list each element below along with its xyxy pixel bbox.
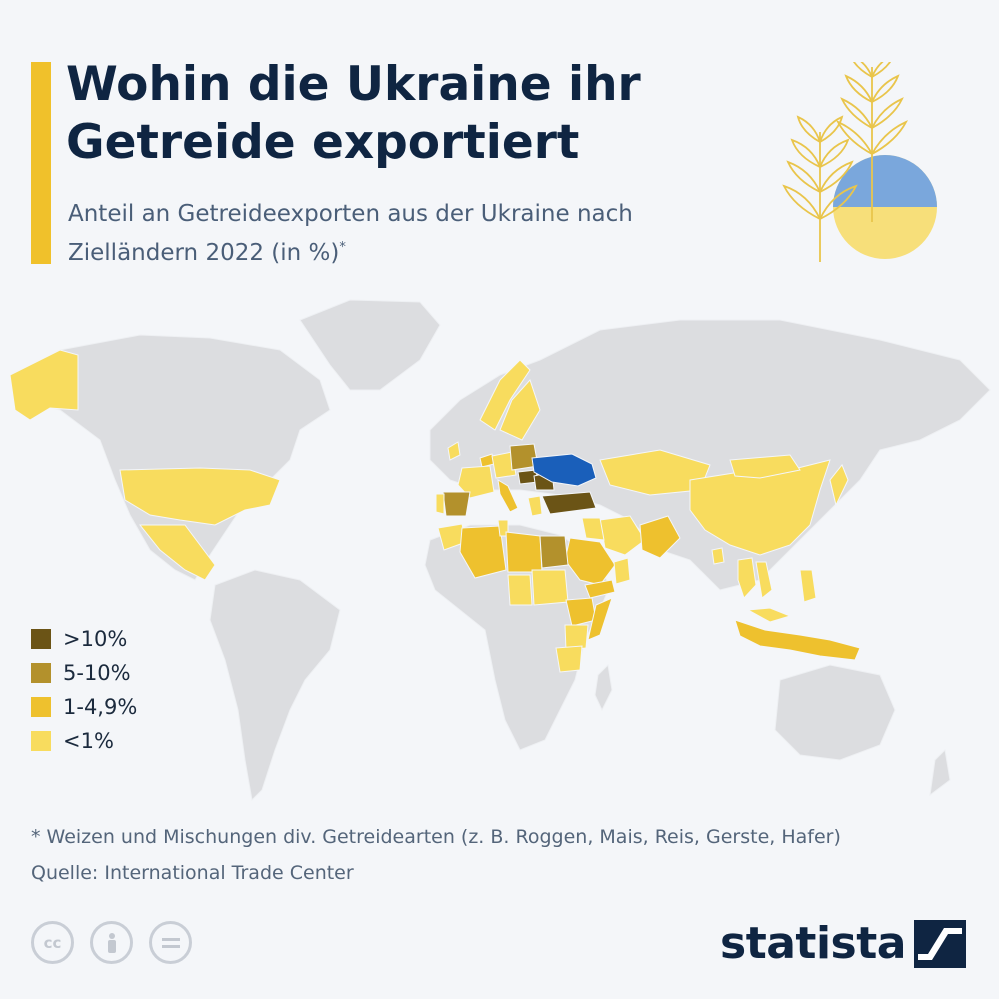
country-oman (613, 557, 631, 585)
map-legend: >10% 5-10% 1-4,9% <1% (31, 622, 137, 758)
country-sudan (531, 569, 569, 606)
country-norway (479, 359, 531, 431)
country-libya (505, 531, 543, 573)
country-usa (119, 467, 281, 526)
country-france (457, 465, 495, 499)
legend-swatch (31, 663, 51, 683)
license-icons: cc (31, 921, 208, 964)
madagascar (594, 663, 613, 712)
subtitle-text: Anteil an Getreideexporten aus der Ukrai… (68, 201, 633, 266)
country-alaska (9, 349, 79, 421)
country-japan-highlight (829, 464, 849, 507)
country-iran (599, 515, 646, 556)
country-thailand (737, 557, 757, 599)
country-algeria (459, 525, 507, 579)
country-bangladesh (711, 547, 725, 565)
country-italy (497, 479, 519, 513)
country-tanzania (555, 645, 583, 673)
australia (774, 664, 896, 761)
subtitle-footnote-marker: * (339, 240, 346, 255)
country-kenya (564, 624, 589, 651)
cc-icon[interactable]: cc (31, 921, 74, 964)
chart-subtitle: Anteil an Getreideexporten aus der Ukrai… (68, 197, 748, 270)
country-ukraine (531, 453, 597, 487)
legend-item: <1% (31, 724, 137, 758)
country-mexico (138, 524, 216, 581)
country-mongolia (729, 454, 801, 479)
source-line: Quelle: International Trade Center (31, 862, 354, 884)
country-indonesia (734, 619, 861, 661)
country-greece (527, 495, 543, 517)
south-america (209, 569, 341, 802)
legend-label: 1-4,9% (63, 695, 138, 719)
country-pakistan (639, 515, 681, 559)
legend-item: >10% (31, 622, 137, 656)
export-shares (9, 349, 861, 673)
attribution-icon[interactable] (90, 921, 133, 964)
legend-label: 5-10% (63, 661, 131, 685)
country-sweden (499, 379, 541, 441)
country-iraq (581, 517, 605, 541)
wheat-flag-icon (782, 62, 937, 262)
new-zealand (929, 748, 951, 797)
legend-swatch (31, 697, 51, 717)
legend-item: 1-4,9% (31, 690, 137, 724)
country-turkey (541, 491, 597, 515)
legend-item: 5-10% (31, 656, 137, 690)
accent-bar (31, 62, 51, 264)
chart-title: Wohin die Ukraine ihr Getreide exportier… (66, 57, 641, 170)
country-spain (442, 491, 471, 517)
country-ireland (447, 441, 461, 461)
brand-name: statista (720, 918, 906, 969)
country-malaysia (746, 607, 792, 623)
legend-label: <1% (63, 729, 114, 753)
legend-swatch (31, 629, 51, 649)
country-egypt (539, 535, 569, 569)
country-vietnam (755, 561, 773, 599)
country-somalia (587, 597, 613, 641)
country-philippines (799, 569, 817, 603)
greenland (299, 299, 441, 391)
statista-logo[interactable]: statista (720, 918, 966, 969)
country-germany (491, 451, 517, 479)
country-portugal (435, 493, 445, 515)
footnote: * Weizen und Mischungen div. Getreideart… (31, 826, 841, 848)
country-yemen (584, 579, 616, 599)
eurasia (429, 319, 991, 591)
statista-mark-icon (913, 919, 966, 968)
country-chad (507, 574, 533, 606)
legend-swatch (31, 731, 51, 751)
no-derivatives-icon[interactable] (149, 921, 192, 964)
legend-label: >10% (63, 627, 128, 651)
world-map (9, 299, 991, 802)
